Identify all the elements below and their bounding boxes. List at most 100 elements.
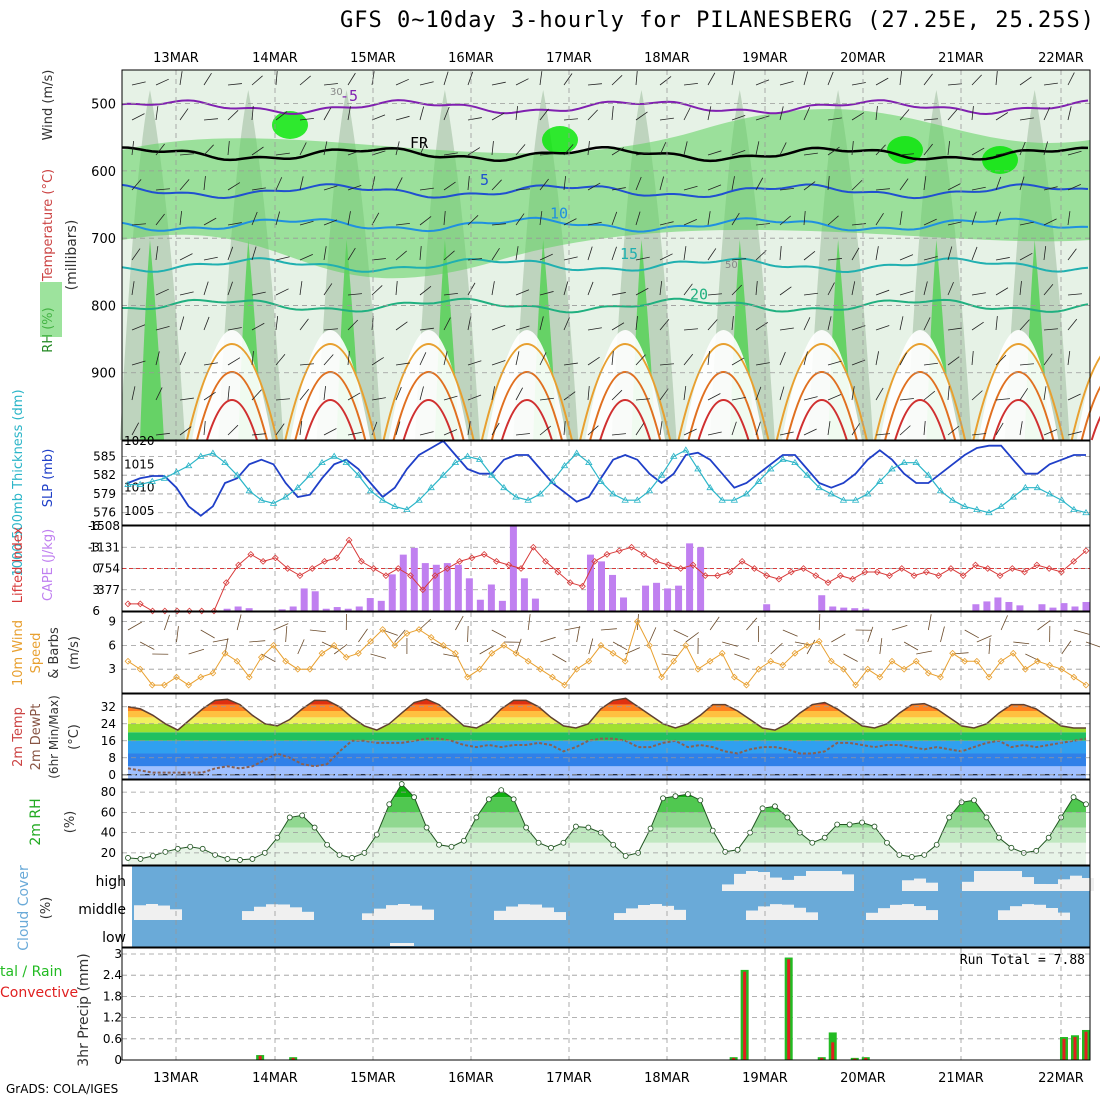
panel-wind10m <box>121 611 1091 694</box>
upper-wind-barb <box>539 108 549 121</box>
cloud-middle <box>1046 907 1058 920</box>
isotherm-warm <box>284 343 377 441</box>
ylabel-lifted-index: Lifted Index <box>11 526 26 603</box>
surface-wind-barb <box>867 626 874 643</box>
precip-legend-total: tal / Rain <box>0 964 62 980</box>
upper-wind-barb <box>947 386 950 401</box>
rh2m-marker <box>672 793 679 800</box>
rh2m-marker <box>324 841 330 848</box>
upper-wind-barb <box>347 392 361 401</box>
surface-wind-barb <box>139 641 155 650</box>
upper-wind-barb <box>923 281 928 296</box>
ylabel-precip: 3hr Precip (mm) <box>76 953 92 1066</box>
upper-wind-barb <box>227 424 239 436</box>
cape-bar <box>994 597 1002 611</box>
upper-wind-barb <box>251 389 262 401</box>
li-marker <box>124 600 132 608</box>
upper-wind-barb <box>1043 82 1058 86</box>
upper-wind-barb <box>467 360 482 366</box>
isotherm-warm <box>972 343 1065 441</box>
wind-speed-marker <box>1009 649 1017 657</box>
li-marker <box>738 558 746 565</box>
rh2m-marker <box>510 796 517 803</box>
isotherm-label: 20 <box>690 285 708 303</box>
precip-conv-bar <box>1062 1038 1066 1060</box>
li-marker <box>554 568 562 576</box>
li-marker <box>394 565 402 572</box>
upper-wind-barb <box>707 184 722 191</box>
thickness-marker <box>1058 496 1066 503</box>
thickness-marker <box>488 471 496 478</box>
surface-wind-barb <box>176 626 179 643</box>
upper-wind-barb <box>707 393 721 401</box>
cape-bar <box>686 543 694 611</box>
cloud-middle <box>374 908 386 920</box>
rh2m-marker <box>286 814 293 821</box>
temp-band <box>128 704 1086 711</box>
surface-wind-barb <box>709 616 720 631</box>
upper-wind-barb <box>155 246 159 261</box>
upper-wind-barb <box>347 247 356 261</box>
ylabel-wind-unit: (m/s) <box>67 636 82 670</box>
rh2m-marker <box>958 799 965 806</box>
surface-wind-barb <box>1025 653 1040 662</box>
cloud-middle <box>266 904 278 920</box>
li-marker <box>1082 547 1090 555</box>
upper-wind-barb <box>347 319 359 331</box>
wind-speed-marker <box>1082 681 1090 689</box>
rh2m-marker <box>199 845 206 852</box>
cape-bar <box>465 578 473 611</box>
upper-wind-barb <box>371 114 386 121</box>
upper-wind-barb <box>587 83 602 86</box>
wind-speed-marker <box>730 673 738 681</box>
x-tick-label-top: 22MAR <box>1038 51 1084 66</box>
wind-speed-marker <box>985 673 993 681</box>
upper-wind-barb <box>563 281 569 296</box>
wind-speed-marker <box>233 657 241 665</box>
li-marker <box>677 565 685 572</box>
surface-wind-barb <box>540 636 556 643</box>
isotherm-warm <box>402 399 455 441</box>
li-marker <box>308 565 316 572</box>
y-tick-label: 40 <box>101 826 116 840</box>
upper-wind-barb <box>515 246 519 261</box>
cape-bar <box>377 600 385 611</box>
surface-wind-barb <box>600 628 617 631</box>
panel-upper-air <box>121 69 1091 441</box>
y-tick-label: 800 <box>91 299 116 314</box>
isotherm-warm <box>579 343 672 441</box>
rh2m-marker <box>684 791 691 798</box>
upper-wind-barb <box>491 422 500 436</box>
thickness-marker <box>1009 493 1017 500</box>
li-marker <box>505 561 513 569</box>
upper-wind-barb <box>539 425 552 436</box>
li-marker <box>357 558 365 565</box>
li-marker <box>763 572 771 579</box>
rh2m-marker <box>336 851 343 858</box>
thickness-marker <box>851 496 860 503</box>
cape-bar <box>1005 601 1013 611</box>
upper-wind-barb <box>683 82 698 86</box>
li-marker <box>640 550 648 558</box>
thickness-marker <box>864 490 872 497</box>
thickness-marker <box>876 477 884 484</box>
upper-wind-barb <box>635 152 650 156</box>
x-tick-label-top: 18MAR <box>644 51 690 66</box>
upper-wind-barb <box>275 111 288 121</box>
isotherm-label: 10 <box>550 205 568 223</box>
ylabel-temp2m: 2m Temp <box>11 707 26 767</box>
surface-wind-barb <box>916 650 933 655</box>
thickness-marker <box>172 468 181 475</box>
cape-bar <box>498 600 506 611</box>
upper-wind-barb <box>851 82 866 86</box>
upper-wind-barb <box>443 211 446 226</box>
upper-wind-barb <box>299 253 313 261</box>
cloud-middle <box>914 906 926 920</box>
rh2m-marker <box>884 839 890 846</box>
cloud-middle <box>146 904 158 920</box>
upper-wind-barb <box>131 248 141 261</box>
rh2m-marker <box>896 851 903 858</box>
li-line <box>128 539 1087 612</box>
surface-wind-barb <box>1000 615 1008 631</box>
wind-speed-marker <box>1070 673 1078 681</box>
